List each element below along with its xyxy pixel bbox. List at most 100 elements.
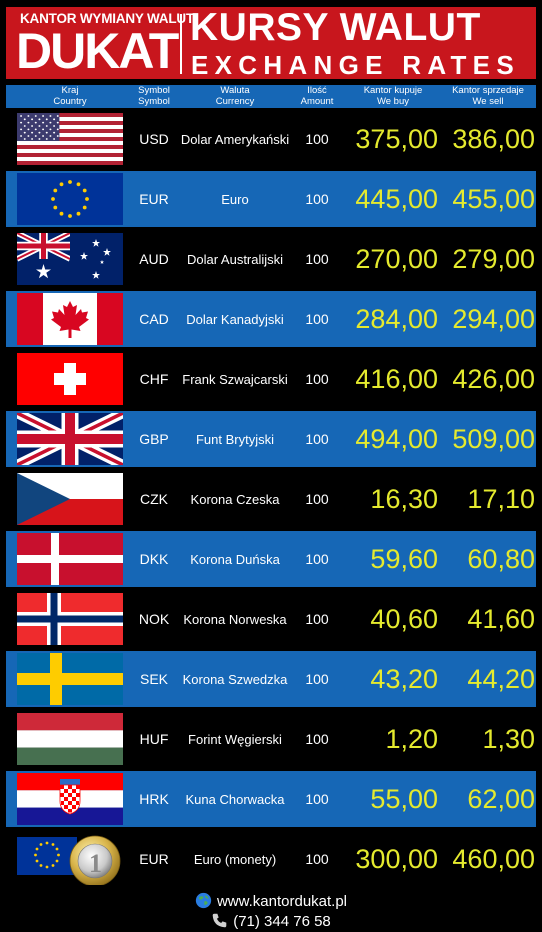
rate-row-czk: CZK Korona Czeska 100 16,30 17,10 <box>6 471 536 527</box>
rate-row-dkk: DKK Korona Duńska 100 59,60 60,80 <box>6 531 536 587</box>
sell-rate: 509,00 <box>452 423 535 454</box>
currency-name: Dolar Amerykański <box>180 131 290 147</box>
eu-flag-icon <box>17 173 123 225</box>
currency-amount: 100 <box>305 791 329 807</box>
currency-name: Euro <box>221 191 249 207</box>
no-flag-icon <box>17 593 123 645</box>
buy-rate: 494,00 <box>355 423 438 454</box>
sell-rate: 455,00 <box>452 183 535 214</box>
rate-row-hrk: HRK Kuna Chorwacka 100 55,00 62,00 <box>6 771 536 827</box>
buy-rate: 284,00 <box>355 303 438 334</box>
column-header-symbol: Symbol Symbol <box>138 85 170 107</box>
currency-amount: 100 <box>305 131 329 147</box>
currency-amount: 100 <box>305 491 329 507</box>
currency-name: Korona Szwedzka <box>182 671 288 687</box>
buy-rate: 375,00 <box>355 123 438 154</box>
currency-name: Korona Duńska <box>190 551 280 567</box>
buy-rate: 270,00 <box>355 243 438 274</box>
currency-symbol: NOK <box>138 611 170 627</box>
currency-name: Euro (monety) <box>193 851 277 867</box>
rate-row-usd: USD Dolar Amerykański 100 375,00 386,00 <box>6 111 536 167</box>
currency-amount: 100 <box>305 671 329 687</box>
buy-rate: 43,20 <box>370 663 438 694</box>
sell-rate: 294,00 <box>452 303 535 334</box>
currency-name: Dolar Australijski <box>186 251 284 267</box>
rate-row-eur-coins: 1 EUR Euro (monety) 100 300,00 460,00 <box>6 831 536 887</box>
currency-name: Kuna Chorwacka <box>185 791 285 807</box>
gb-flag-icon <box>17 413 123 465</box>
website-line: www.kantordukat.pl <box>0 892 542 910</box>
currency-name: Forint Węgierski <box>188 731 282 747</box>
sell-rate: 62,00 <box>467 783 535 814</box>
currency-amount: 100 <box>305 251 329 267</box>
hu-flag-icon <box>17 713 123 765</box>
sell-rate: 1,30 <box>482 723 535 754</box>
globe-icon <box>195 892 212 909</box>
cz-flag-icon <box>17 473 123 525</box>
buy-rate: 300,00 <box>355 843 438 874</box>
rate-row-nok: NOK Korona Norweska 100 40,60 41,60 <box>6 591 536 647</box>
sell-rate: 426,00 <box>452 363 535 394</box>
page-subtitle: EXCHANGE RATES <box>191 50 520 79</box>
currency-symbol: EUR <box>139 851 169 867</box>
website-link[interactable]: www.kantordukat.pl <box>216 893 348 910</box>
currency-amount: 100 <box>305 851 329 867</box>
currency-name: Korona Norweska <box>183 611 287 627</box>
page-title: KURSY WALUT <box>190 7 481 49</box>
rate-row-chf: CHF Frank Szwajcarski 100 416,00 426,00 <box>6 351 536 407</box>
buy-rate: 59,60 <box>370 543 438 574</box>
rate-row-huf: HUF Forint Węgierski 100 1,20 1,30 <box>6 711 536 767</box>
buy-rate: 416,00 <box>355 363 438 394</box>
rate-row-sek: SEK Korona Szwedzka 100 43,20 44,20 <box>6 651 536 707</box>
currency-amount: 100 <box>305 731 329 747</box>
currency-symbol: CZK <box>140 491 168 507</box>
currency-symbol: GBP <box>139 431 169 447</box>
currency-amount: 100 <box>305 431 329 447</box>
se-flag-icon <box>17 653 123 705</box>
currency-amount: 100 <box>305 611 329 627</box>
sell-rate: 460,00 <box>452 843 535 874</box>
currency-amount: 100 <box>305 191 329 207</box>
currency-symbol: CHF <box>139 371 169 387</box>
currency-symbol: AUD <box>139 251 169 267</box>
svg-text:1: 1 <box>89 849 102 878</box>
ch-flag-icon <box>17 353 123 405</box>
buy-rate: 16,30 <box>370 483 438 514</box>
column-header-sell: Kantor sprzedaje We sell <box>452 85 524 107</box>
column-header-country: Kraj Country <box>53 85 87 107</box>
currency-name: Korona Czeska <box>190 491 280 507</box>
currency-symbol: HUF <box>139 731 169 747</box>
buy-rate: 1,20 <box>385 723 438 754</box>
column-header-amount: Ilość Amount <box>300 85 334 107</box>
currency-symbol: USD <box>139 131 169 147</box>
currency-symbol: HRK <box>139 791 169 807</box>
dk-flag-icon <box>17 533 123 585</box>
currency-amount: 100 <box>305 371 329 387</box>
phone-number[interactable]: (71) 344 76 58 <box>233 913 331 930</box>
us-flag-icon <box>17 113 123 165</box>
phone-icon <box>212 913 227 928</box>
sell-rate: 279,00 <box>452 243 535 274</box>
buy-rate: 445,00 <box>355 183 438 214</box>
euro-coin-icon: 1 <box>17 835 121 885</box>
currency-name: Frank Szwajcarski <box>182 371 288 387</box>
rate-row-eur: EUR Euro 100 445,00 455,00 <box>6 171 536 227</box>
rate-row-cad: CAD Dolar Kanadyjski 100 284,00 294,00 <box>6 291 536 347</box>
sell-rate: 17,10 <box>467 483 535 514</box>
currency-symbol: DKK <box>139 551 169 567</box>
table-header: Kraj Country Symbol Symbol Waluta Curren… <box>6 85 536 108</box>
sell-rate: 60,80 <box>467 543 535 574</box>
hr-flag-icon <box>17 773 123 825</box>
currency-symbol: SEK <box>139 671 168 687</box>
rate-row-aud: AUD Dolar Australijski 100 270,00 279,00 <box>6 231 536 287</box>
currency-amount: 100 <box>305 551 329 567</box>
brand-name: DUKAT <box>16 23 179 79</box>
column-header-currency: Waluta Currency <box>215 85 255 107</box>
currency-amount: 100 <box>305 311 329 327</box>
currency-name: Dolar Kanadyjski <box>186 311 284 327</box>
sell-rate: 386,00 <box>452 123 535 154</box>
buy-rate: 40,60 <box>370 603 438 634</box>
sell-rate: 41,60 <box>467 603 535 634</box>
au-flag-icon <box>17 233 123 285</box>
banner-top-line: KANTOR WYMIANY WALUT <box>20 11 194 26</box>
